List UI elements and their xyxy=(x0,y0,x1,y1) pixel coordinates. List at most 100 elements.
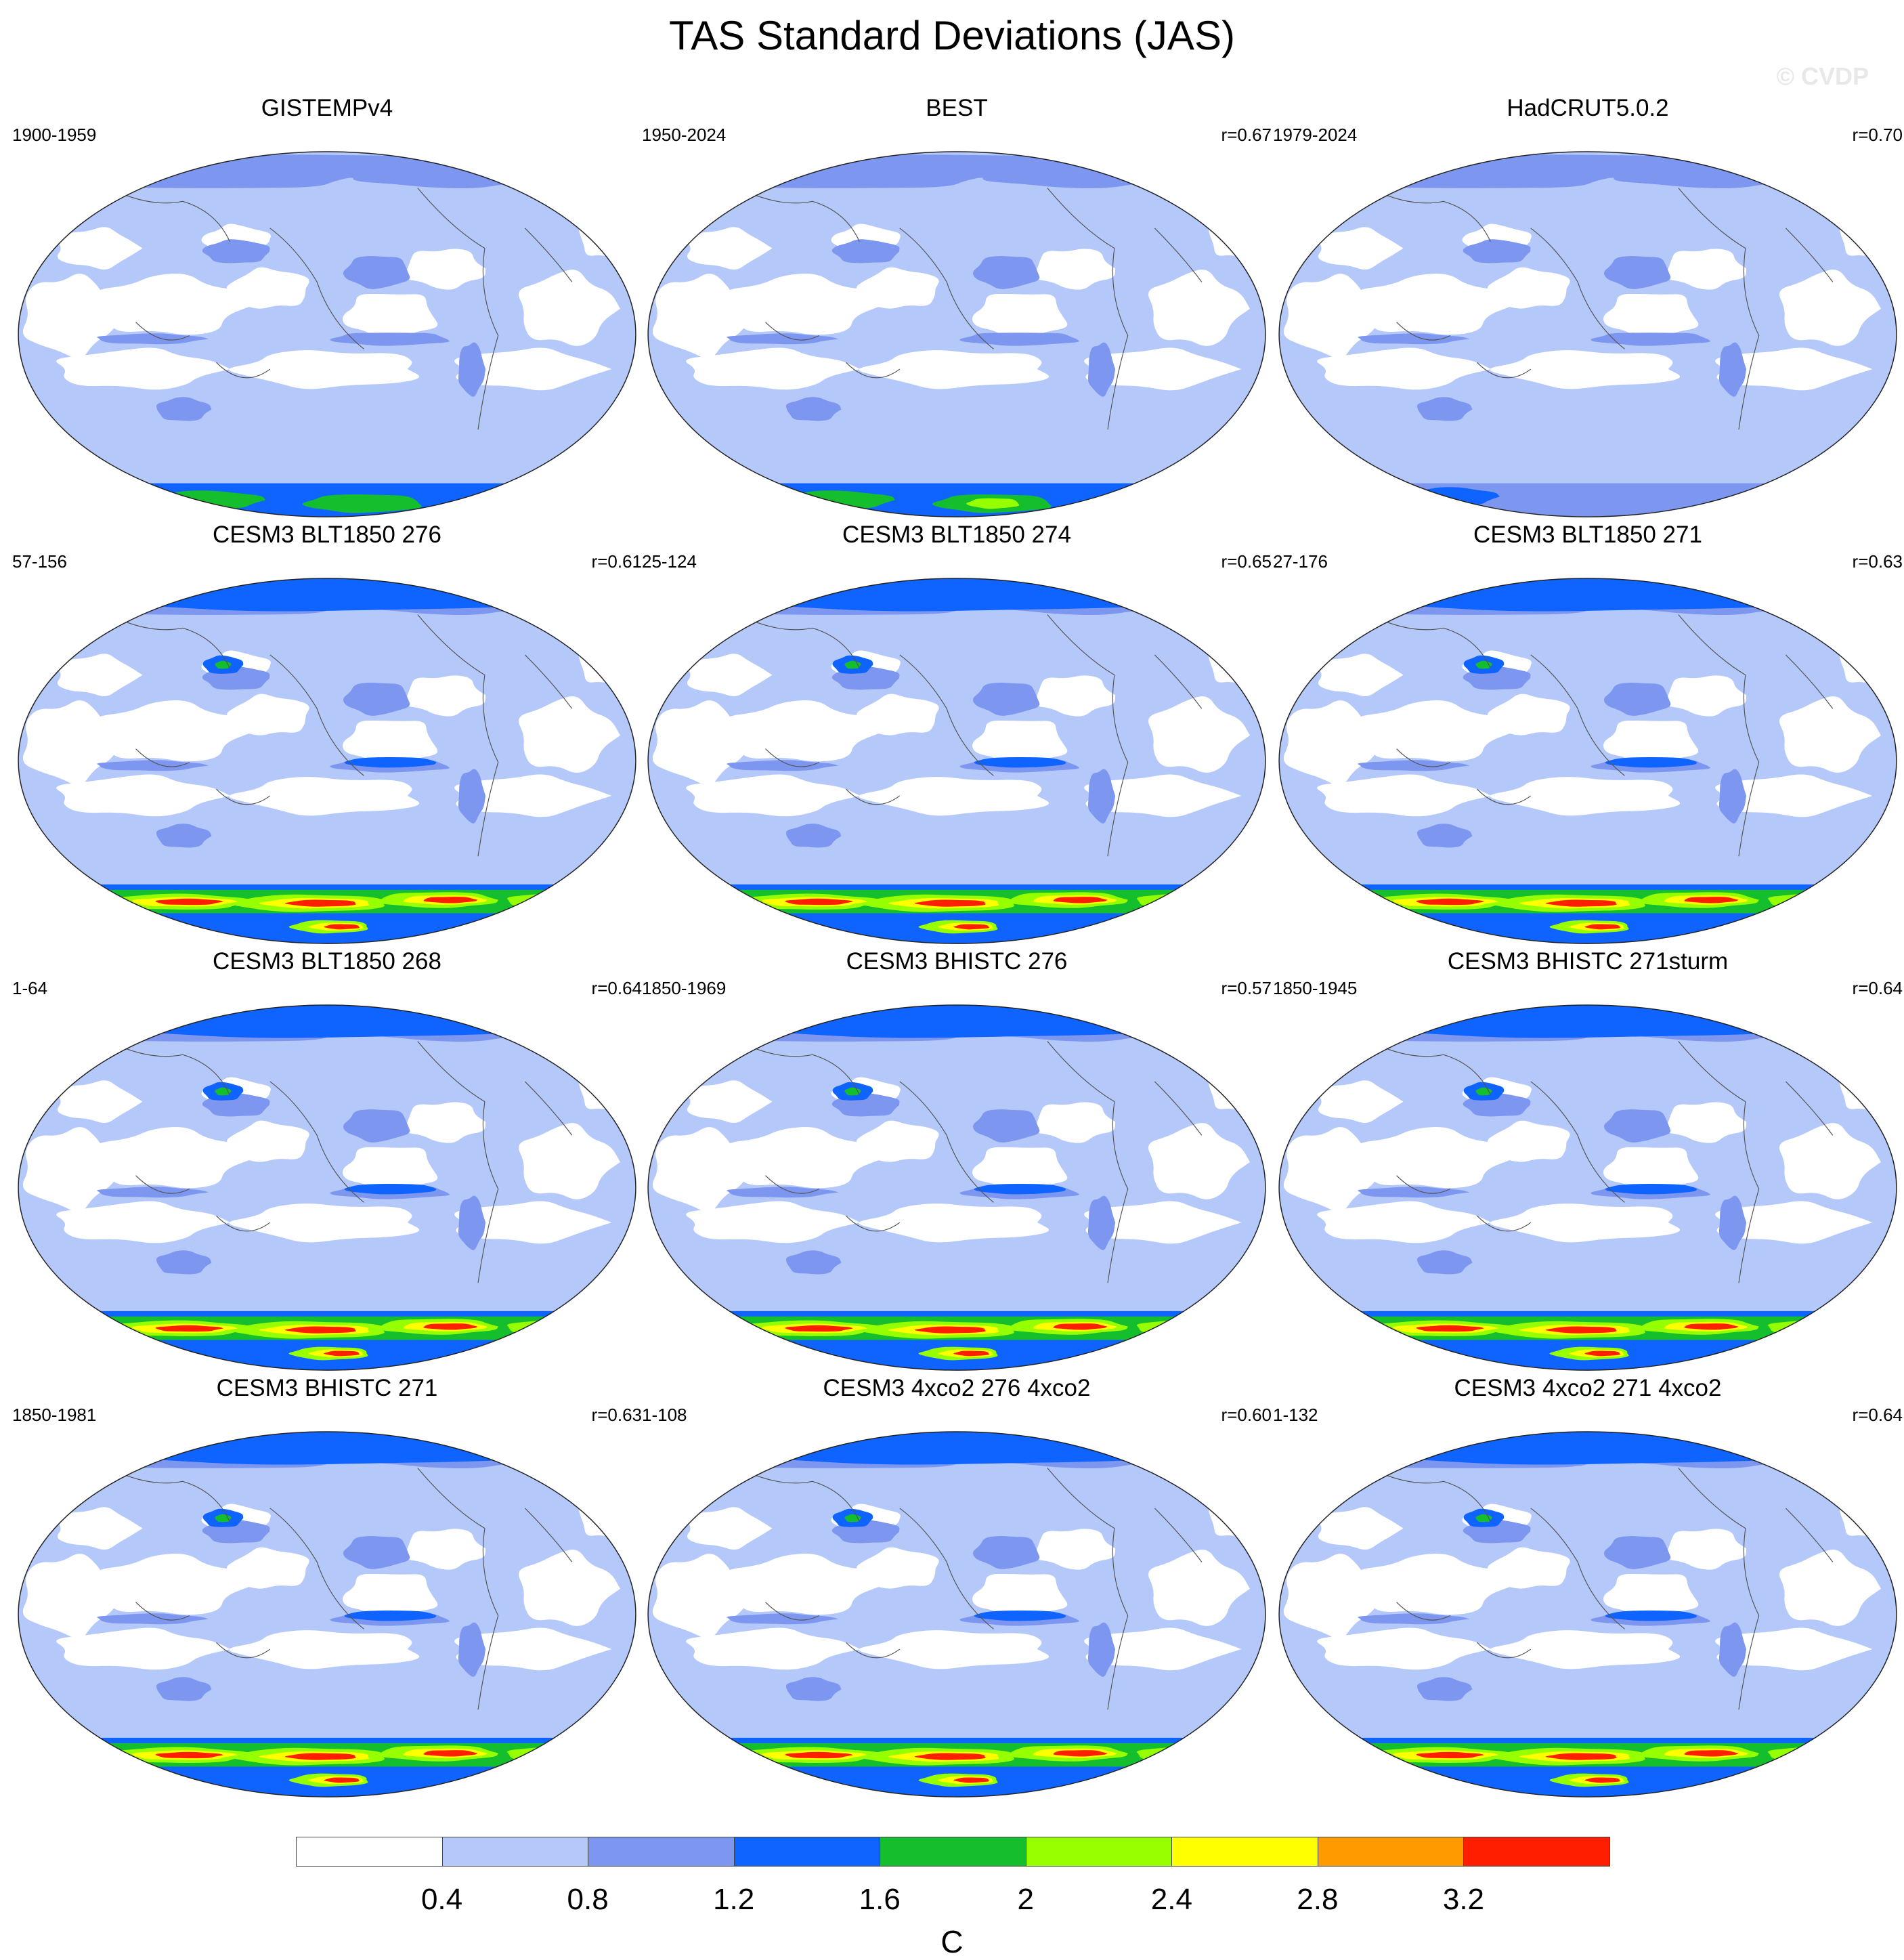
field-low-zone xyxy=(687,227,773,270)
field-low-zone xyxy=(343,721,438,767)
enso-feature xyxy=(344,1183,437,1195)
arctic-band xyxy=(66,154,565,179)
field-low-zone xyxy=(687,1507,773,1550)
field-low-zone xyxy=(1318,1080,1404,1124)
map-border xyxy=(1278,578,1897,944)
field-low-zone xyxy=(687,654,773,697)
map-panel: CESM3 BLT1850 274 25-124 r=0.65 xyxy=(642,521,1272,955)
field-low-zone xyxy=(1318,227,1404,270)
panel-period: 1850-1969 xyxy=(642,978,727,998)
map-field xyxy=(1279,578,1897,944)
field-low-zone xyxy=(1779,696,1881,773)
field-low-zone xyxy=(227,1547,309,1589)
panel-title: CESM3 BLT1850 274 xyxy=(842,521,1071,548)
field-mid-zone xyxy=(1087,1195,1116,1250)
map-field xyxy=(648,151,1265,517)
field-low-zone xyxy=(857,694,939,736)
field-low-zone xyxy=(404,249,486,290)
field-low-zone xyxy=(95,700,253,762)
arctic-band xyxy=(696,154,1195,179)
field-low-zone xyxy=(1715,774,1873,817)
field-low-zone xyxy=(972,721,1068,767)
field-low-zone xyxy=(578,1063,636,1111)
southern-max xyxy=(785,898,853,906)
field-low-zone xyxy=(404,1529,486,1570)
field-low-zone xyxy=(1779,270,1881,346)
robinson-map xyxy=(18,578,636,944)
field-mid-zone xyxy=(785,1677,842,1701)
robinson-map xyxy=(1278,1004,1897,1371)
field-mid-zone xyxy=(727,1613,839,1625)
field-low-zone xyxy=(56,347,231,390)
southern-max xyxy=(1545,1753,1617,1760)
enso-feature xyxy=(974,757,1066,768)
colorbar-tick-label: 3.2 xyxy=(1442,1883,1485,1916)
map-border xyxy=(647,578,1266,944)
southern-max xyxy=(284,1326,356,1334)
panel-title: CESM3 BLT1850 276 xyxy=(213,521,441,548)
robinson-map xyxy=(647,1004,1266,1371)
southern-max xyxy=(1811,1324,1868,1331)
field-low-zone xyxy=(1148,1123,1250,1199)
field-low-zone xyxy=(95,274,253,335)
coastline xyxy=(1369,1467,1834,1710)
field-mid-zone xyxy=(1087,342,1116,397)
map-panel: HadCRUT5.0.2 1979-2024 r=0.70 xyxy=(1273,95,1903,528)
field-low-zone xyxy=(1317,1201,1492,1243)
southern-hot xyxy=(1792,1322,1879,1334)
field-low-zone xyxy=(972,1574,1068,1621)
field-mid-zone xyxy=(831,239,900,263)
panel-pattern-correlation: r=0.70 xyxy=(1852,125,1903,145)
field-low-zone xyxy=(404,675,486,717)
field-low-zone xyxy=(1715,347,1873,391)
map-border xyxy=(647,151,1266,517)
colorbar-segment xyxy=(296,1837,443,1867)
field-low-zone xyxy=(1488,694,1570,736)
coastline xyxy=(108,1040,573,1283)
field-mid-zone xyxy=(972,256,1040,289)
southern-max xyxy=(785,1325,853,1332)
field-mid-zone xyxy=(1358,1613,1470,1625)
field-low-zone xyxy=(1084,774,1242,817)
field-low-zone xyxy=(1664,1102,1747,1143)
colorbar-tick-label: 2 xyxy=(1017,1883,1035,1916)
field-low-zone xyxy=(859,350,1050,389)
colorbar-segment xyxy=(441,1837,589,1867)
southern-max xyxy=(550,897,607,905)
field-low-zone xyxy=(1208,210,1265,257)
coastline xyxy=(738,1467,1203,1710)
southern-hot xyxy=(531,1322,618,1334)
southern-hot xyxy=(1161,895,1248,907)
robinson-map xyxy=(647,578,1266,944)
map-panel: CESM3 BLT1850 276 57-156 r=0.61 xyxy=(12,521,642,955)
field-low-zone xyxy=(859,1203,1050,1243)
robinson-map xyxy=(18,1004,636,1371)
panel-period: 1850-1945 xyxy=(1273,978,1358,998)
field-low-zone xyxy=(857,267,939,309)
field-low-zone xyxy=(1490,350,1681,389)
southern-hot xyxy=(1792,895,1879,907)
field-mid-zone xyxy=(1603,256,1671,289)
panel-pattern-correlation: r=0.63 xyxy=(591,1405,642,1425)
field-low-zone xyxy=(454,1201,612,1244)
field-mid-zone xyxy=(156,1250,212,1275)
panel-period: 25-124 xyxy=(642,551,697,572)
field-low-zone xyxy=(454,774,612,817)
field-low-zone xyxy=(519,1123,620,1199)
field-low-zone xyxy=(1033,249,1116,290)
field-low-zone xyxy=(857,1547,939,1589)
field-mid-zone xyxy=(1718,342,1747,397)
field-low-zone xyxy=(229,350,420,389)
panel-period: 1850-1981 xyxy=(12,1405,97,1425)
southern-max xyxy=(1180,1324,1237,1331)
southern-hot xyxy=(1161,1749,1248,1760)
arctic-band xyxy=(1327,154,1826,179)
map-panel: CESM3 BHISTC 276 1850-1969 r=0.57 xyxy=(642,948,1272,1382)
enso-feature xyxy=(1605,1610,1697,1621)
panel-title: BEST xyxy=(926,95,988,121)
panel-title: CESM3 4xco2 271 4xco2 xyxy=(1454,1375,1722,1401)
field-low-zone xyxy=(724,1127,883,1189)
southern-hot xyxy=(1792,1749,1879,1760)
southern-max xyxy=(324,1350,360,1357)
southern-max xyxy=(423,897,478,903)
